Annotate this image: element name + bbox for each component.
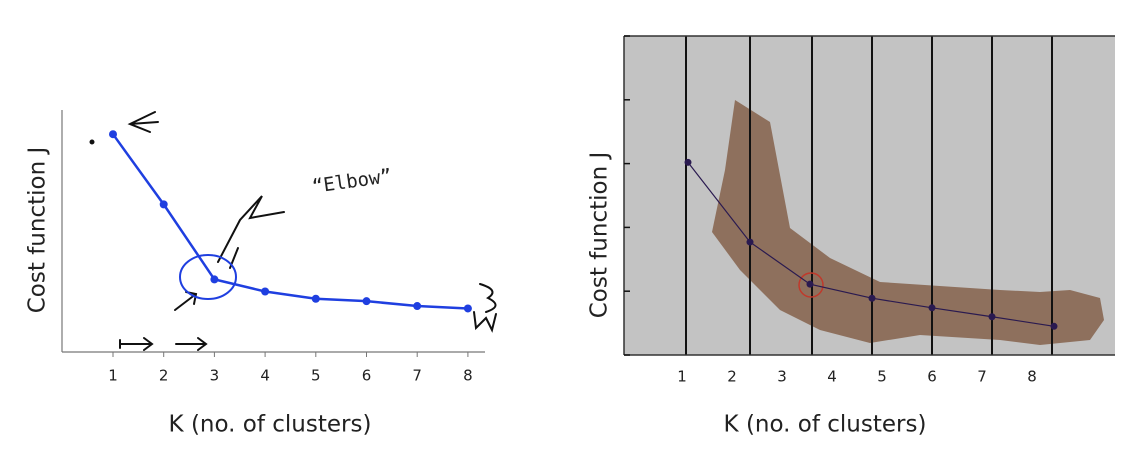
data-point [210,275,219,284]
x-tick-label: 4 [827,368,837,386]
data-point [684,158,692,166]
x-tick-label: 3 [777,368,787,386]
data-point [109,130,117,139]
x-tick-label: 7 [412,367,422,385]
data-point [159,200,168,209]
data-point [1050,322,1058,330]
y-axis-title: Cost function J [25,147,51,314]
x-tick-label: 2 [159,367,169,385]
x-tick-label: 2 [727,368,737,386]
data-point [362,297,371,306]
elbow-circle [798,272,824,298]
data-point [746,238,754,246]
annotation: “Elbow” [311,165,393,198]
x-tick-label: 4 [260,367,270,385]
left-axes [61,110,485,353]
x-tick-label: 6 [362,367,372,385]
data-point [311,294,320,303]
data-line [111,133,468,310]
x-tick-label: 8 [463,367,473,385]
data-point [463,304,472,313]
data-point [806,280,814,288]
y-axis-title: Cost function J [587,152,613,319]
x-tick-label: 5 [877,368,887,386]
x-tick-label: 5 [311,367,321,385]
data-point [988,313,996,321]
vertical-lines [685,36,1053,355]
right-axes [623,35,1115,356]
x-tick-label: 1 [677,368,687,386]
data-point [928,304,936,312]
x-tick-label: 3 [210,367,220,385]
data-point [261,287,270,296]
x-tick-label: 6 [927,368,937,386]
data-point [413,302,422,311]
data-point [868,294,876,302]
x-tick-label: 8 [1027,368,1037,386]
x-axis-title: K (no. of clusters) [724,412,927,438]
handwriting [89,111,497,351]
x-axis-title: K (no. of clusters) [169,412,372,438]
x-tick-label: 7 [977,368,987,386]
x-tick-label: 1 [108,367,118,385]
elbow-circle [179,254,237,300]
